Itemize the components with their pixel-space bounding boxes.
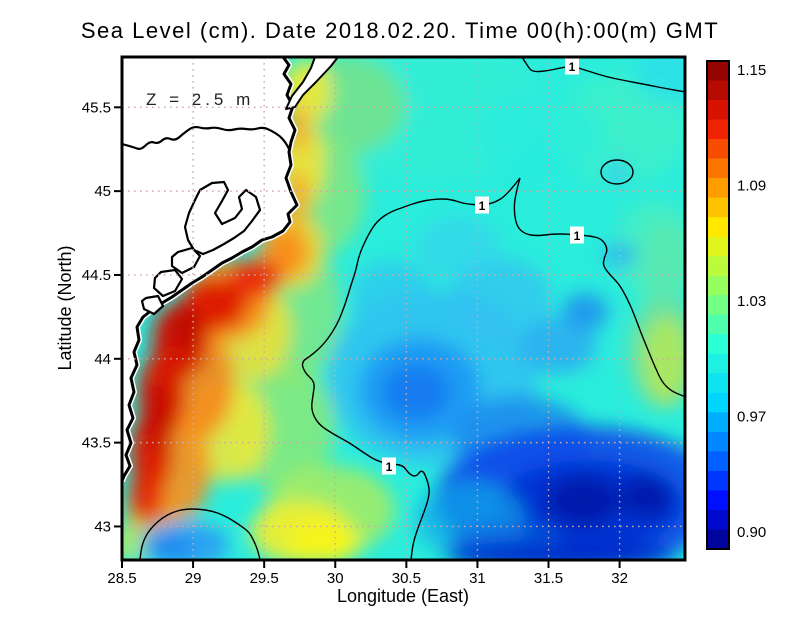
x-tick-label: 30 (327, 570, 344, 587)
colorbar-tick-label: 0.90 (737, 524, 766, 541)
colorbar-segment (707, 412, 729, 433)
land-layer (122, 57, 339, 483)
field-blob (170, 306, 202, 350)
colorbar-segment (707, 256, 729, 277)
lagoon-outline (152, 268, 184, 298)
contour-line (301, 177, 521, 560)
colorbar-segment (707, 178, 729, 199)
colorbar: 1.15 1.09 1.03 0.97 0.90 (706, 60, 766, 550)
colorbar-segment (707, 119, 729, 140)
contour-label: 1 (574, 229, 581, 243)
field-blob (416, 216, 500, 280)
colorbar-segment (707, 295, 729, 316)
contour-label-box (382, 457, 396, 475)
lagoon-outline (183, 180, 262, 256)
colorbar-segment (707, 353, 729, 374)
colorbar-segment (707, 392, 729, 413)
field-blob (640, 222, 685, 302)
contour-line (513, 177, 685, 398)
contour-label: 1 (479, 199, 486, 213)
contour-circle (600, 159, 634, 185)
colorbar-segment (707, 158, 729, 179)
field-blob (448, 258, 552, 342)
colorbar-segment (707, 314, 729, 335)
colorbar-segment (707, 61, 729, 82)
annotation-z-depth: Z = 2.5 m (146, 90, 254, 109)
contour-label-box (565, 57, 579, 75)
contour-layer (139, 57, 685, 560)
colorbar-segment (707, 490, 729, 511)
field-blob (350, 260, 434, 336)
x-axis: 28.5 29 29.5 30 30.5 31 31.5 32 (107, 561, 628, 587)
plot-frame (120, 55, 687, 562)
field-blob (621, 474, 673, 518)
field-blob (642, 316, 685, 404)
field-blob (445, 540, 675, 560)
contour-label: 1 (386, 460, 393, 474)
y-tick-label: 43 (94, 518, 111, 535)
x-tick-label: 28.5 (107, 570, 136, 587)
x-axis-label: Longitude (East) (337, 586, 469, 606)
field-blob (604, 162, 630, 182)
y-axis-label: Latitude (North) (55, 245, 75, 370)
colorbar-segment (707, 509, 729, 531)
colorbar-tick-label: 1.15 (737, 62, 766, 79)
x-tick-label: 32 (611, 570, 628, 587)
figure-title: Sea Level (cm). Date 2018.02.20. Time 00… (81, 18, 719, 43)
field-blob (128, 470, 164, 522)
contour-label-box (570, 226, 584, 244)
colorbar-segment (707, 217, 729, 238)
field-blob (148, 535, 192, 560)
contour-label-box (475, 196, 489, 214)
field-blob (383, 365, 449, 419)
x-tick-label: 29 (185, 570, 202, 587)
x-tick-label: 30.5 (392, 570, 421, 587)
field-blob (635, 57, 685, 103)
field-blob (480, 90, 600, 180)
y-tick-label: 45.5 (82, 99, 111, 116)
y-tick-label: 44.5 (82, 267, 111, 284)
river-line (122, 125, 291, 152)
y-tick-label: 43.5 (82, 435, 111, 452)
contour-label: 1 (569, 60, 576, 74)
contour-line (139, 508, 261, 560)
colorbar-segment (707, 373, 729, 394)
colorbar-segment (707, 451, 729, 472)
y-tick-label: 44 (94, 351, 111, 368)
delta-spit (285, 57, 339, 110)
colorbar-segment (707, 431, 729, 452)
field-blob (230, 258, 282, 298)
field-layer (122, 57, 685, 560)
coastline (122, 57, 299, 482)
colorbar-segment (707, 80, 729, 101)
colorbar-segment (707, 236, 729, 257)
x-tick-label: 31 (469, 570, 486, 587)
y-tick-label: 45 (94, 183, 111, 200)
field-blob (520, 318, 596, 374)
x-tick-label: 31.5 (534, 570, 563, 587)
colorbar-segment (707, 139, 729, 160)
x-tick-label: 29.5 (250, 570, 279, 587)
colorbar-segment (707, 100, 729, 121)
y-axis: 43 43.5 44 44.5 45 45.5 (82, 99, 121, 535)
colorbar-segment (707, 334, 729, 355)
grid-layer (122, 57, 685, 560)
lagoon-outline (140, 294, 165, 316)
colorbar-segment (707, 197, 729, 218)
contour-line (521, 57, 685, 93)
colorbar-tick-label: 1.09 (737, 178, 766, 195)
colorbar-tick-label: 1.03 (737, 293, 766, 310)
colorbar-segment (707, 275, 729, 296)
colorbar-frame (706, 60, 730, 550)
contour-label-layer: 1 1 1 1 (382, 57, 584, 475)
colorbar-tick-label: 0.97 (737, 409, 766, 426)
field-blob (545, 475, 621, 527)
colorbar-segment (707, 470, 729, 492)
colorbar-segment (707, 529, 729, 550)
field-blob (147, 382, 173, 454)
field-blob (289, 520, 361, 560)
